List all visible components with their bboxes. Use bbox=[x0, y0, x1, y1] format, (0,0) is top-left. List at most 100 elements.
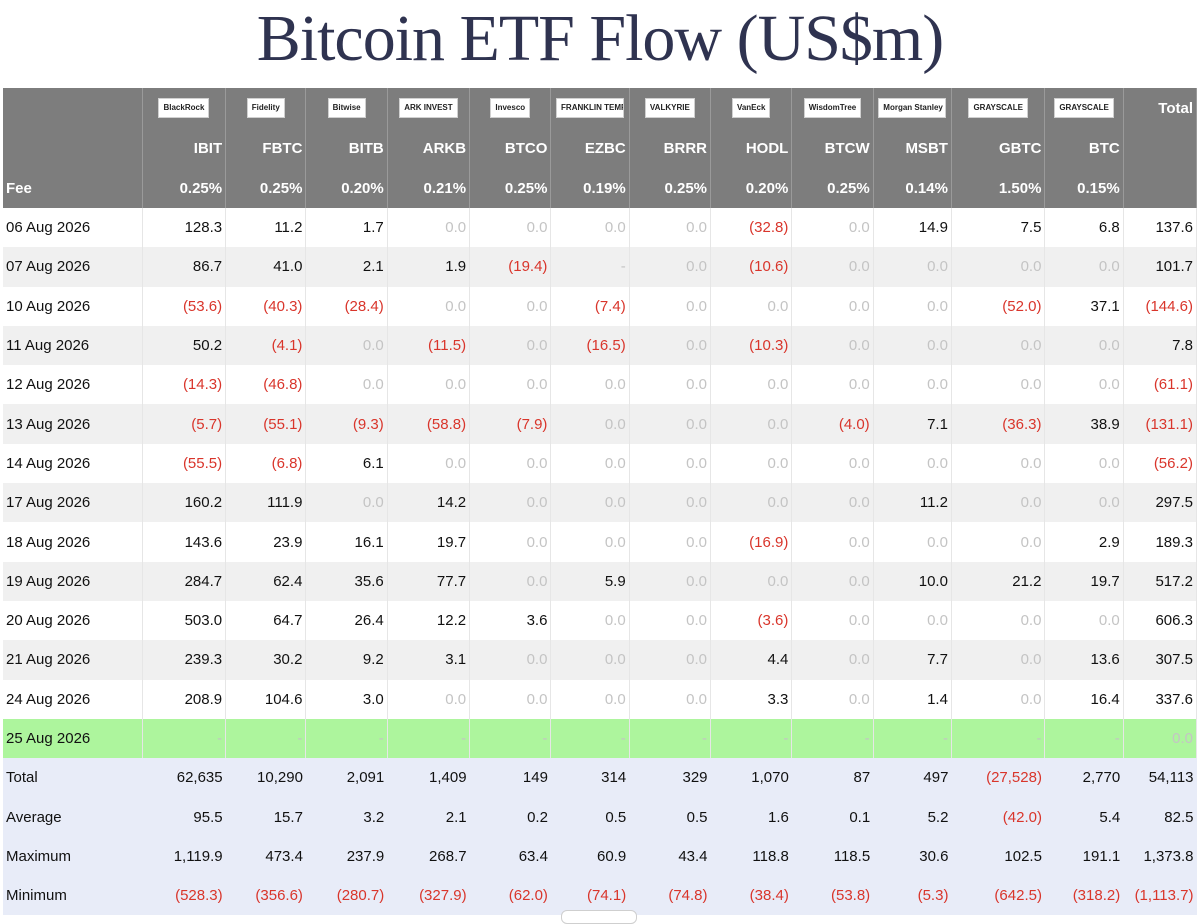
fee-value: 0.14% bbox=[873, 168, 952, 208]
flow-cell: 0.0 bbox=[387, 443, 471, 484]
issuer-logo: Bitwise bbox=[327, 98, 366, 118]
row-total: 307.5 bbox=[1123, 640, 1198, 680]
fee-value: 1.50% bbox=[951, 168, 1046, 208]
flow-cell: 26.4 bbox=[305, 600, 388, 641]
row-total: 297.5 bbox=[1123, 483, 1198, 523]
summary-cell: (318.2) bbox=[1044, 876, 1124, 916]
flow-cell: 0.0 bbox=[873, 522, 952, 562]
flow-cell: 160.2 bbox=[142, 483, 227, 523]
flow-cell: (16.5) bbox=[550, 325, 630, 366]
flow-cell: 0.0 bbox=[873, 286, 952, 326]
flow-cell: (46.8) bbox=[225, 365, 307, 405]
ticker-header[interactable]: EZBC bbox=[550, 128, 630, 168]
flow-cell: 11.2 bbox=[873, 483, 952, 523]
flow-cell: 0.0 bbox=[550, 208, 630, 248]
fee-value: 0.19% bbox=[550, 168, 630, 208]
summary-cell: (528.3) bbox=[142, 876, 226, 916]
summary-cell: 118.5 bbox=[791, 836, 874, 877]
summary-cell: 149 bbox=[469, 758, 551, 798]
flow-cell: (10.6) bbox=[710, 247, 793, 287]
flow-cell: (55.5) bbox=[142, 443, 227, 484]
flow-cell: 10.0 bbox=[873, 561, 952, 601]
corner-cell bbox=[3, 88, 143, 128]
issuer-logo: GRAYSCALE bbox=[1054, 98, 1114, 118]
issuer-logo-cell: Bitwise bbox=[305, 88, 388, 128]
flow-cell: 239.3 bbox=[142, 640, 227, 680]
flow-cell: 41.0 bbox=[225, 247, 307, 287]
ticker-header[interactable]: IBIT bbox=[142, 128, 227, 168]
flow-cell: 104.6 bbox=[225, 679, 307, 719]
ticker-header[interactable]: GBTC bbox=[951, 128, 1046, 168]
flow-cell: 0.0 bbox=[629, 483, 712, 523]
flow-cell: 0.0 bbox=[791, 286, 874, 326]
row-date: 20 Aug 2026 bbox=[3, 600, 143, 641]
flow-cell: 11.2 bbox=[225, 208, 307, 248]
summary-cell: 1.6 bbox=[710, 797, 792, 837]
flow-cell: 0.0 bbox=[791, 561, 874, 601]
issuer-logo: GRAYSCALE bbox=[968, 98, 1028, 118]
flow-cell: 35.6 bbox=[305, 561, 388, 601]
flow-cell: 0.0 bbox=[469, 443, 552, 484]
issuer-logo-cell: Morgan Stanley bbox=[873, 88, 952, 128]
flow-cell: 3.3 bbox=[710, 679, 793, 719]
fee-row: Fee 0.25% 0.25% 0.20% 0.21% 0.25% 0.19% 0.25% 0.… bbox=[3, 168, 1198, 208]
summary-cell: 118.8 bbox=[710, 836, 792, 877]
ticker-header[interactable]: BTCO bbox=[469, 128, 552, 168]
ticker-header[interactable]: BTCW bbox=[791, 128, 874, 168]
flow-cell: 12.2 bbox=[387, 600, 471, 641]
scroll-handle[interactable] bbox=[561, 910, 637, 924]
flow-cell: 0.0 bbox=[873, 325, 952, 366]
flow-cell: 1.9 bbox=[387, 247, 471, 287]
flow-cell: 284.7 bbox=[142, 561, 227, 601]
flow-cell: (53.6) bbox=[142, 286, 227, 326]
flow-cell: - bbox=[550, 718, 630, 759]
summary-cell: 2,091 bbox=[305, 758, 388, 798]
row-date: 14 Aug 2026 bbox=[3, 443, 143, 484]
flow-cell: 0.0 bbox=[791, 325, 874, 366]
row-total: 606.3 bbox=[1123, 600, 1198, 641]
flow-cell: 4.4 bbox=[710, 640, 793, 680]
flow-cell: 16.1 bbox=[305, 522, 388, 562]
summary-cell: 0.5 bbox=[629, 797, 711, 837]
ticker-header[interactable]: BITB bbox=[305, 128, 388, 168]
flow-cell: 0.0 bbox=[951, 247, 1046, 287]
flow-cell: - bbox=[873, 718, 952, 759]
ticker-header[interactable]: HODL bbox=[710, 128, 793, 168]
issuer-logo-cell: BlackRock bbox=[142, 88, 227, 128]
flow-cell: - bbox=[550, 247, 630, 287]
flow-cell: (40.3) bbox=[225, 286, 307, 326]
flow-cell: 0.0 bbox=[791, 640, 874, 680]
row-total: (61.1) bbox=[1123, 365, 1198, 405]
flow-cell: 0.0 bbox=[550, 679, 630, 719]
table-row: 12 Aug 2026 (14.3) (46.8) 0.0 0.0 0.0 0.0 0.0 0.… bbox=[3, 365, 1198, 405]
issuer-logo-cell: Invesco bbox=[469, 88, 552, 128]
flow-cell: 0.0 bbox=[791, 679, 874, 719]
summary-cell: 268.7 bbox=[387, 836, 470, 877]
table-row: 19 Aug 2026 284.7 62.4 35.6 77.7 0.0 5.9 0.0 0.0… bbox=[3, 561, 1198, 601]
flow-cell: 0.0 bbox=[791, 365, 874, 405]
ticker-header[interactable]: MSBT bbox=[873, 128, 952, 168]
fee-value: 0.20% bbox=[710, 168, 793, 208]
flow-cell: 0.0 bbox=[550, 443, 630, 484]
ticker-header[interactable]: BTC bbox=[1044, 128, 1124, 168]
etf-flow-table: BlackRock Fidelity Bitwise ARK INVEST Invesc… bbox=[3, 88, 1198, 916]
summary-cell: 237.9 bbox=[305, 836, 388, 877]
ticker-label-cell bbox=[3, 128, 143, 168]
flow-cell: - bbox=[142, 718, 227, 759]
ticker-header[interactable]: FBTC bbox=[225, 128, 307, 168]
flow-cell: 37.1 bbox=[1044, 286, 1124, 326]
row-date: 07 Aug 2026 bbox=[3, 247, 143, 287]
table-row: 18 Aug 2026 143.6 23.9 16.1 19.7 0.0 0.0 0.0 (16… bbox=[3, 522, 1198, 562]
flow-cell: 0.0 bbox=[629, 443, 712, 484]
flow-cell: (9.3) bbox=[305, 404, 388, 444]
summary-cell: 497 bbox=[873, 758, 952, 798]
flow-cell: - bbox=[225, 718, 307, 759]
ticker-header[interactable]: ARKB bbox=[387, 128, 471, 168]
flow-cell: 7.5 bbox=[951, 208, 1046, 248]
ticker-header[interactable]: BRRR bbox=[629, 128, 712, 168]
issuer-logo-cell: GRAYSCALE bbox=[1044, 88, 1124, 128]
flow-cell: - bbox=[387, 718, 471, 759]
flow-cell: (10.3) bbox=[710, 325, 793, 366]
row-date: 24 Aug 2026 bbox=[3, 679, 143, 719]
issuer-logo: FRANKLIN TEMPLETON bbox=[556, 98, 625, 118]
